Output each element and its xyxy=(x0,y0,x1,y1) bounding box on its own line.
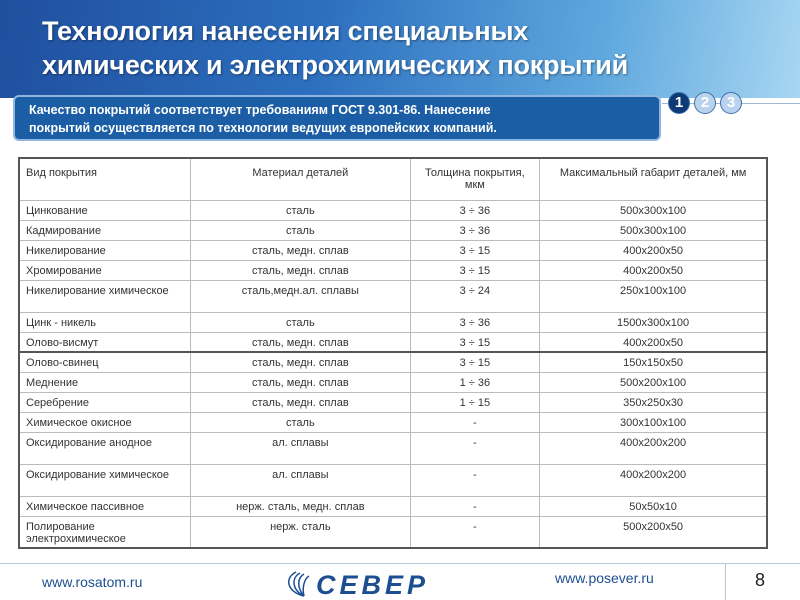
table-cell: 400x200x50 xyxy=(539,259,768,281)
table-cell: сталь, медн. сплав xyxy=(190,331,411,353)
table-row: Оксидирование анодное ал. сплавы -400x200x… xyxy=(18,431,768,465)
table-row: Оксидирование химическое ал. сплавы -400x2… xyxy=(18,463,768,497)
table-cell: 1500x300x100 xyxy=(539,311,768,333)
title-line-1: Технология нанесения специальных xyxy=(42,16,529,46)
table-cell: 500x200x100 xyxy=(539,371,768,393)
table-cell: сталь xyxy=(190,199,411,221)
table-cell: Цинк - никель xyxy=(18,311,192,333)
table-cell: Химическое пассивное xyxy=(18,495,192,517)
table-cell: 3 ÷ 24 xyxy=(409,279,541,313)
table-cell: нерж. сталь, медн. сплав xyxy=(190,495,411,517)
table-cell: 3 ÷ 15 xyxy=(409,259,541,281)
table-cell: 1 ÷ 36 xyxy=(409,371,541,393)
table-cell: Цинкование xyxy=(18,199,192,221)
table-cell: Химическое окисное xyxy=(18,411,192,433)
table-cell: 3 ÷ 36 xyxy=(409,219,541,241)
table-cell: сталь, медн. сплав xyxy=(190,391,411,413)
table-cell: - xyxy=(409,431,541,465)
table-row: Цинкование сталь 3 ÷ 36 500x300x100 xyxy=(18,199,768,221)
table-cell: 150x150x50 xyxy=(539,351,768,373)
table-cell: 3 ÷ 15 xyxy=(409,239,541,261)
table-cell: 1 ÷ 15 xyxy=(409,391,541,413)
table-row: Олово-свинец сталь, медн. сплав 3 ÷ 15 150x… xyxy=(18,351,768,373)
table-cell: сталь, медн. сплав xyxy=(190,351,411,373)
title-line-2: химических и электрохимических покрытий xyxy=(42,50,629,80)
table-row: Цинк - никель сталь 3 ÷ 36 1500x300x100 xyxy=(18,311,768,333)
table-cell: 3 ÷ 36 xyxy=(409,311,541,333)
table-cell: сталь xyxy=(190,311,411,333)
posever-link[interactable]: www.posever.ru xyxy=(555,570,654,586)
table-row: Никелирование химическое сталь,медн.ал. с… xyxy=(18,279,768,313)
table-cell: ал. сплавы xyxy=(190,463,411,497)
column-header: Вид покрытия xyxy=(18,157,192,201)
table-cell: 500x300x100 xyxy=(539,219,768,241)
table-cell: Оксидирование химическое xyxy=(18,463,192,497)
table-row: Хромирование сталь, медн. сплав 3 ÷ 15 400x… xyxy=(18,259,768,281)
table-cell: сталь, медн. сплав xyxy=(190,259,411,281)
table-cell: - xyxy=(409,463,541,497)
table-cell: Олово-свинец xyxy=(18,351,192,373)
footer-divider-vertical xyxy=(725,563,726,600)
table-cell: 250x100x100 xyxy=(539,279,768,313)
table-row: Олово-висмут сталь, медн. сплав 3 ÷ 15 400x… xyxy=(18,331,768,353)
table-row: Меднение сталь, медн. сплав 1 ÷ 36 500x200x… xyxy=(18,371,768,393)
step-3[interactable]: 3 xyxy=(720,92,742,114)
table-cell: 3 ÷ 15 xyxy=(409,351,541,373)
table-cell: 350x250x30 xyxy=(539,391,768,413)
table-cell: 400x200x50 xyxy=(539,239,768,261)
table-cell: сталь, медн. сплав xyxy=(190,371,411,393)
table-cell: сталь xyxy=(190,219,411,241)
column-header: Толщина покрытия, мкм xyxy=(409,157,541,201)
footer-divider xyxy=(0,563,800,564)
table-cell: сталь,медн.ал. сплавы xyxy=(190,279,411,313)
svg-text:СЕВЕР: СЕВЕР xyxy=(316,570,429,598)
table-cell: Полирование электрохимическое xyxy=(18,515,192,549)
rosatom-link[interactable]: www.rosatom.ru xyxy=(42,574,143,590)
table-cell: сталь, медн. сплав xyxy=(190,239,411,261)
sever-logo: СЕВЕР xyxy=(288,570,429,598)
table-cell: 400x200x50 xyxy=(539,331,768,353)
table-row: Серебрение сталь, медн. сплав 1 ÷ 15 350x25… xyxy=(18,391,768,413)
table-cell: Никелирование химическое xyxy=(18,279,192,313)
table-cell: 50x50x10 xyxy=(539,495,768,517)
column-header: Максимальный габарит деталей, мм xyxy=(539,157,768,201)
table-cell: Оксидирование анодное xyxy=(18,431,192,465)
subtitle-line-1: Качество покрытий соответствует требован… xyxy=(29,103,491,117)
column-header: Материал деталей xyxy=(190,157,411,201)
table-cell: - xyxy=(409,411,541,433)
table-row: Кадмирование сталь 3 ÷ 36 500x300x100 xyxy=(18,219,768,241)
table-row: Химическое окисное сталь -300x100x100 xyxy=(18,411,768,433)
table-cell: 3 ÷ 15 xyxy=(409,331,541,353)
subtitle-box: Качество покрытий соответствует требован… xyxy=(13,95,661,141)
page-title: Технология нанесения специальных химичес… xyxy=(42,14,628,82)
table-cell: 500x200x50 xyxy=(539,515,768,549)
subtitle-line-2: покрытий осуществляется по технологии ве… xyxy=(29,121,497,135)
table-cell: Никелирование xyxy=(18,239,192,261)
table-cell: 300x100x100 xyxy=(539,411,768,433)
table-cell: Кадмирование xyxy=(18,219,192,241)
step-2[interactable]: 2 xyxy=(694,92,716,114)
table-cell: 400x200x200 xyxy=(539,431,768,465)
header-banner xyxy=(0,0,800,98)
table-row: Полирование электрохимическое нерж. сталь… xyxy=(18,515,768,549)
table-cell: Олово-висмут xyxy=(18,331,192,353)
table-row: Никелирование сталь, медн. сплав 3 ÷ 15 400… xyxy=(18,239,768,261)
table-cell: Серебрение xyxy=(18,391,192,413)
table-cell: 3 ÷ 36 xyxy=(409,199,541,221)
table-cell: - xyxy=(409,515,541,549)
table-row: Химическое пассивное нерж. сталь, медн. с… xyxy=(18,495,768,517)
coatings-table: Вид покрытия Материал деталей Толщина покр… xyxy=(18,157,768,549)
page-number: 8 xyxy=(755,570,766,590)
table-cell: Хромирование xyxy=(18,259,192,281)
table-cell: - xyxy=(409,495,541,517)
table-cell: ал. сплавы xyxy=(190,431,411,465)
step-1[interactable]: 1 xyxy=(668,92,690,114)
table-cell: 400x200x200 xyxy=(539,463,768,497)
table-cell: нерж. сталь xyxy=(190,515,411,549)
table-cell: 500x300x100 xyxy=(539,199,768,221)
table-cell: Меднение xyxy=(18,371,192,393)
table-cell: сталь xyxy=(190,411,411,433)
